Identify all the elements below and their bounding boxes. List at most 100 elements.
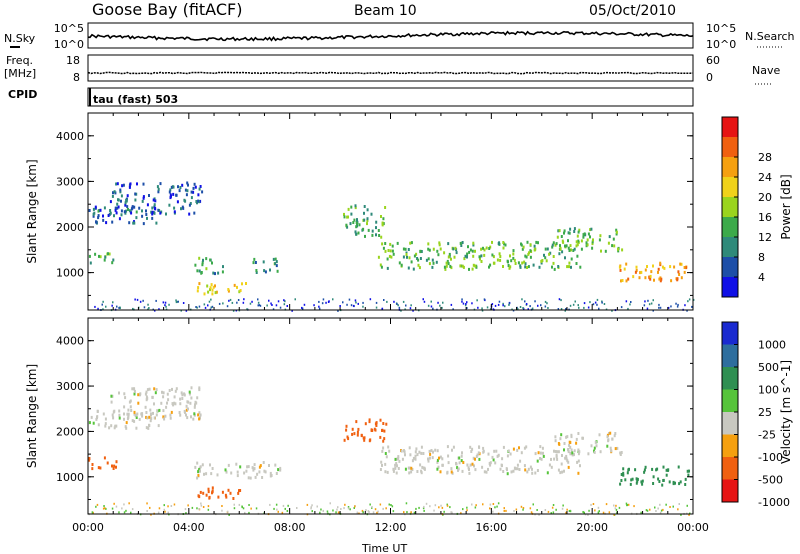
echo-cell xyxy=(383,429,386,433)
echo-cell xyxy=(148,415,151,419)
echo-cell xyxy=(482,446,485,450)
echo-cell xyxy=(675,302,677,305)
echo-cell xyxy=(245,282,247,285)
colorbar-label: Power [dB] xyxy=(779,174,793,239)
echo-cell xyxy=(649,274,652,278)
echo-cell xyxy=(198,187,201,191)
echo-cell xyxy=(319,511,321,514)
echo-cell xyxy=(143,306,146,309)
echo-cell xyxy=(443,251,446,255)
echo-cell xyxy=(371,229,374,233)
echo-cell xyxy=(540,259,543,263)
echo-cell xyxy=(245,469,248,473)
echo-cell xyxy=(201,190,204,194)
echo-cell xyxy=(659,261,662,265)
echo-cell xyxy=(525,445,528,449)
echo-cell xyxy=(678,273,681,276)
echo-cell xyxy=(198,411,201,415)
echo-cell xyxy=(358,223,361,227)
echo-cell xyxy=(535,240,538,244)
echo-cell xyxy=(107,214,110,217)
echo-cell xyxy=(606,435,609,439)
echo-cell xyxy=(472,241,475,245)
echo-cell xyxy=(462,302,465,305)
echo-cell xyxy=(529,305,531,308)
echo-cell xyxy=(522,307,524,309)
echo-cell xyxy=(112,410,115,414)
echo-cell xyxy=(196,396,199,400)
echo-cell xyxy=(112,416,115,420)
echo-cell xyxy=(227,289,230,293)
echo-cell xyxy=(457,467,460,471)
echo-cell xyxy=(404,453,406,457)
echo-cell xyxy=(638,276,641,280)
echo-cell xyxy=(420,469,423,473)
echo-cell xyxy=(335,511,337,514)
echo-cell xyxy=(418,450,421,454)
echo-cell xyxy=(183,409,186,413)
echo-cell xyxy=(622,467,625,471)
echo-cell xyxy=(522,245,525,249)
echo-cell xyxy=(509,265,512,269)
echo-cell xyxy=(559,471,562,475)
echo-cell xyxy=(587,513,589,516)
echo-cell xyxy=(166,392,169,396)
echo-cell xyxy=(600,249,602,253)
echo-cell xyxy=(441,506,444,509)
echo-cell xyxy=(124,425,127,429)
echo-cell xyxy=(591,246,594,250)
echo-cell xyxy=(105,221,108,225)
echo-cell xyxy=(444,267,447,271)
echo-cell xyxy=(679,480,682,484)
x-tick-label: 00:00 xyxy=(72,521,104,534)
echo-cell xyxy=(543,253,545,257)
echo-cell xyxy=(483,248,486,252)
echo-cell xyxy=(552,255,555,258)
y-tick-label: 3000 xyxy=(56,175,84,188)
echo-cell xyxy=(580,247,583,251)
echo-cell xyxy=(397,304,399,307)
echo-cell xyxy=(437,465,440,469)
echo-cell xyxy=(436,458,439,462)
echo-cell xyxy=(672,480,675,484)
echo-cell xyxy=(439,304,441,307)
echo-cell xyxy=(382,217,385,221)
echo-cell xyxy=(559,246,562,250)
echo-cell xyxy=(148,423,150,427)
echo-cell xyxy=(527,265,530,269)
echo-cell xyxy=(615,230,618,234)
echo-cell xyxy=(400,449,403,453)
echo-cell xyxy=(360,433,363,437)
echo-cell xyxy=(109,211,112,215)
echo-cell xyxy=(576,234,579,238)
echo-cell xyxy=(354,230,357,234)
echo-cell xyxy=(277,300,280,303)
echo-cell xyxy=(210,306,212,309)
echo-cell xyxy=(468,267,470,271)
echo-cell xyxy=(226,305,229,308)
echo-cell xyxy=(687,300,689,303)
echo-cell xyxy=(90,415,93,419)
echo-cell xyxy=(471,249,474,253)
echo-cell xyxy=(384,249,387,253)
echo-cell xyxy=(193,412,196,416)
echo-cell xyxy=(210,283,213,287)
echo-cell xyxy=(536,459,539,463)
echo-cell xyxy=(385,422,388,426)
echo-cell xyxy=(147,303,149,306)
echo-cell xyxy=(148,387,151,391)
y-tick-label: 3000 xyxy=(56,380,84,393)
echo-cell xyxy=(286,305,288,307)
nave-tick-top: 60 xyxy=(706,54,720,67)
echo-cell xyxy=(397,467,400,470)
echo-cell xyxy=(311,510,313,513)
echo-cell xyxy=(198,417,201,421)
echo-cell xyxy=(643,470,646,474)
echo-cell xyxy=(591,242,594,246)
echo-cell xyxy=(89,261,92,265)
colorbar-tick-label: 500 xyxy=(758,361,779,374)
echo-cell xyxy=(190,196,193,200)
echo-cell xyxy=(202,258,204,262)
echo-cell xyxy=(121,507,123,510)
